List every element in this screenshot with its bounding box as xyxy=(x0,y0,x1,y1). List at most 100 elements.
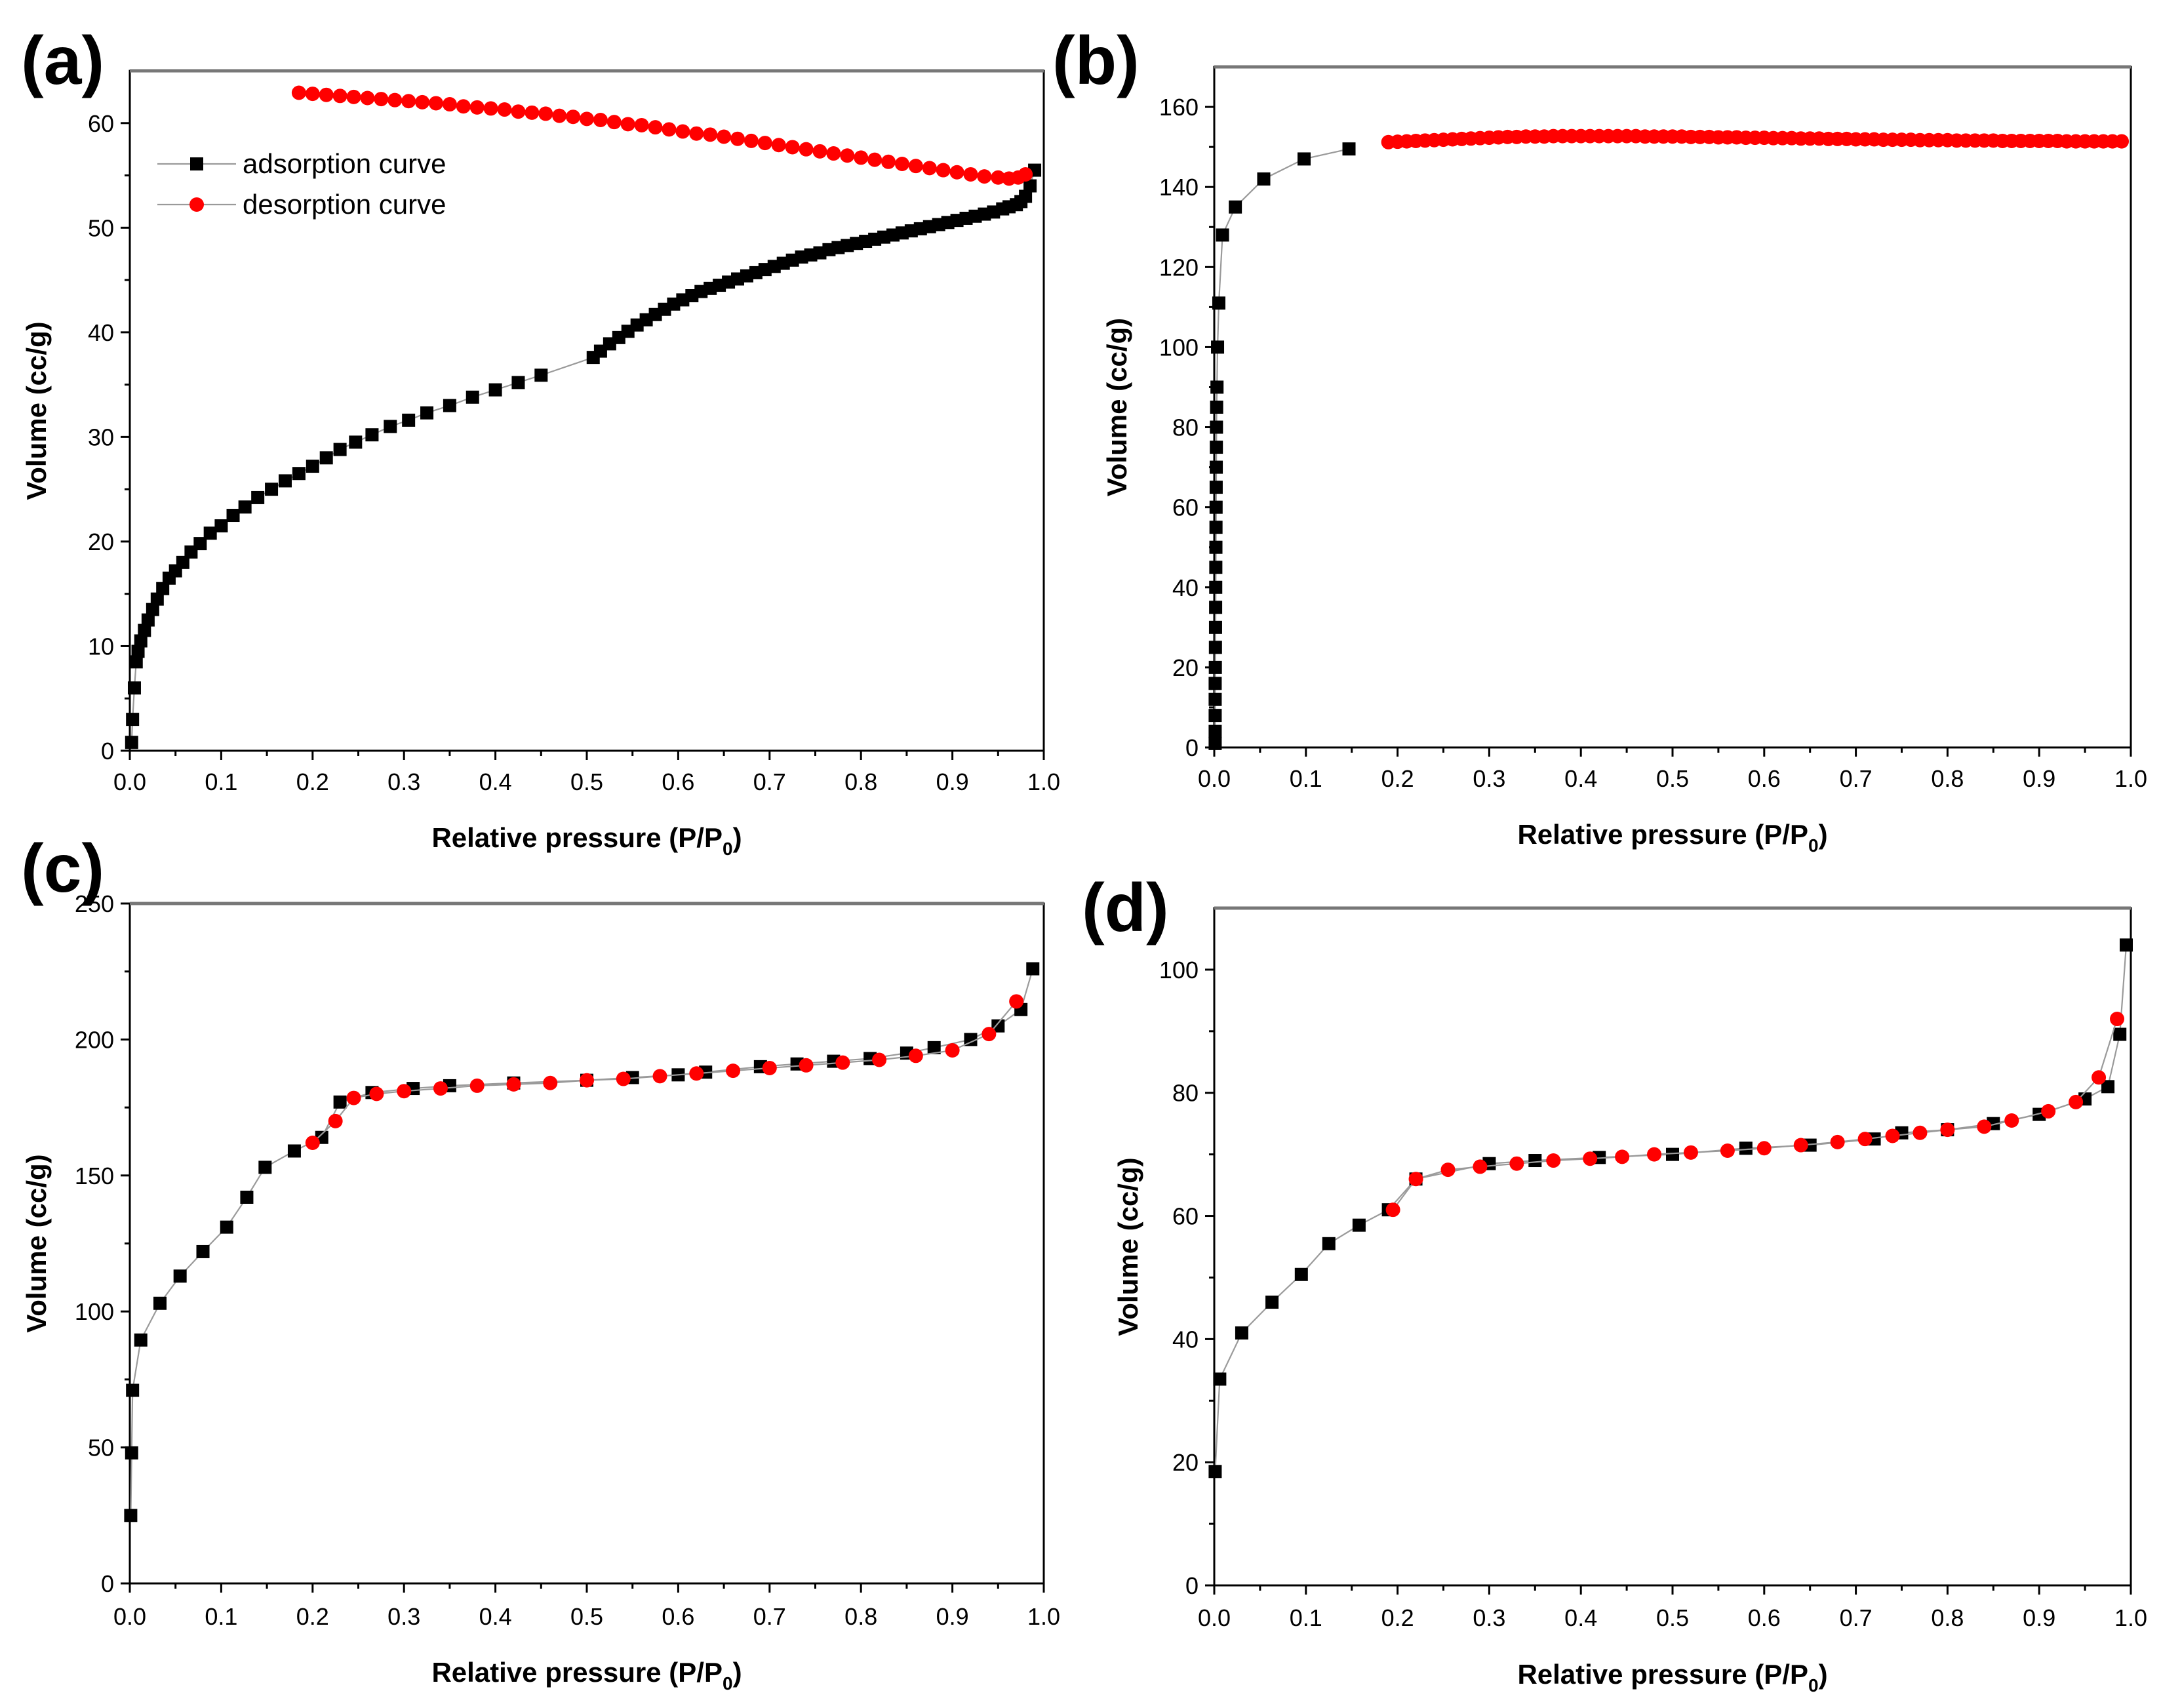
data-point-square xyxy=(306,460,319,473)
data-point-square xyxy=(927,1041,941,1054)
data-point-circle xyxy=(1793,1138,1808,1153)
y-tick-label: 30 xyxy=(88,424,114,450)
data-point-circle xyxy=(606,115,622,130)
data-point-circle xyxy=(433,1081,448,1096)
data-point-circle xyxy=(894,156,909,171)
panel-label: (c) xyxy=(21,831,104,907)
data-point-square xyxy=(1666,1147,1679,1161)
x-tick-label: 0.2 xyxy=(1381,1604,1414,1631)
data-point-square xyxy=(1023,179,1037,193)
x-tick-label: 0.3 xyxy=(387,768,420,795)
x-tick-label: 0.9 xyxy=(2023,1604,2055,1631)
y-axis-title: Volume (cc/g) xyxy=(1113,1157,1143,1336)
data-point-square xyxy=(1210,380,1224,394)
x-tick-label: 0.3 xyxy=(387,1603,420,1630)
data-point-circle xyxy=(1913,1125,1928,1140)
x-tick-label: 0.4 xyxy=(479,768,512,795)
x-tick-label: 0.2 xyxy=(1381,765,1414,792)
x-tick-label: 0.6 xyxy=(662,1603,694,1630)
data-point-circle xyxy=(1615,1149,1630,1164)
data-point-square xyxy=(2120,938,2133,952)
x-tick-label: 0.9 xyxy=(2023,765,2055,792)
series-adsorption xyxy=(125,163,1042,749)
data-point-square xyxy=(214,519,228,532)
x-axis-title-main: Relative pressure (P/P xyxy=(431,1657,723,1688)
data-point-square xyxy=(193,537,207,551)
data-point-square xyxy=(292,467,306,481)
legend-label-desorption: desorption curve xyxy=(243,189,446,220)
x-tick-label: 0.2 xyxy=(296,1603,329,1630)
x-axis-title-subscript: 0 xyxy=(723,839,733,859)
data-point-circle xyxy=(346,1090,361,1105)
x-axis-title-close: ) xyxy=(733,822,742,853)
x-tick-label: 0.3 xyxy=(1473,765,1505,792)
data-point-circle xyxy=(332,89,347,104)
y-tick-label: 50 xyxy=(88,1435,114,1461)
data-point-circle xyxy=(1977,1119,1992,1134)
data-point-circle xyxy=(2041,1103,2056,1119)
data-point-square xyxy=(126,713,140,726)
panel-label: (b) xyxy=(1052,23,1140,99)
data-point-square xyxy=(333,1095,347,1109)
data-point-square xyxy=(1208,660,1222,674)
data-point-square xyxy=(134,1333,148,1347)
data-point-circle xyxy=(1385,1202,1400,1218)
chart-panel-c: (c) 0.0 0.1 0.2 0.3 0.4 0.5 0.6 0.7 0.8 0.9 1.0 0 50 1… xyxy=(21,831,1060,1694)
data-point-square xyxy=(1209,521,1223,534)
data-point-square xyxy=(278,474,292,488)
data-point-circle xyxy=(689,1066,704,1081)
data-point-square xyxy=(146,603,159,616)
data-point-square xyxy=(1209,540,1223,554)
data-point-square xyxy=(226,509,240,523)
data-point-circle xyxy=(319,87,334,102)
x-tick-label: 0.5 xyxy=(1656,765,1689,792)
data-point-circle xyxy=(762,1060,777,1075)
data-point-circle xyxy=(1583,1151,1598,1166)
x-axis-title: Relative pressure (P/P0) xyxy=(431,822,742,859)
legend-marker-circle xyxy=(189,197,204,212)
series-desorption xyxy=(305,994,1024,1151)
panel-label: (a) xyxy=(21,23,104,99)
x-axis-title: Relative pressure (P/P0) xyxy=(1517,819,1827,856)
y-tick-label: 150 xyxy=(75,1162,114,1189)
data-point-square xyxy=(1209,601,1223,614)
x-tick-label: 0.0 xyxy=(1198,1604,1231,1631)
data-point-square xyxy=(150,592,164,606)
data-point-circle xyxy=(743,133,759,148)
y-tick-label: 160 xyxy=(1159,94,1199,121)
y-tick-label: 40 xyxy=(1172,1326,1199,1353)
data-point-square xyxy=(1322,1237,1336,1250)
data-point-circle xyxy=(1857,1132,1873,1147)
y-axis-title: Volume (cc/g) xyxy=(1101,318,1132,496)
y-tick-label: 50 xyxy=(88,214,114,241)
data-point-circle xyxy=(1509,1156,1524,1171)
data-point-circle xyxy=(908,159,923,174)
x-tick-label: 0.8 xyxy=(844,1603,877,1630)
data-point-square xyxy=(991,1019,1005,1033)
data-point-square xyxy=(258,1161,272,1174)
data-point-circle xyxy=(949,165,964,180)
x-tick-label: 0.2 xyxy=(296,768,329,795)
data-point-square xyxy=(1235,1326,1248,1340)
x-axis-title-close: ) xyxy=(1819,1659,1828,1690)
series-desorption xyxy=(1385,1012,2125,1218)
y-axis-title: Volume (cc/g) xyxy=(21,1154,52,1332)
legend-marker-square xyxy=(190,157,203,170)
data-point-circle xyxy=(908,1048,923,1063)
series-connector-line xyxy=(312,1001,1018,1143)
data-point-circle xyxy=(963,167,978,182)
x-tick-label: 0.4 xyxy=(479,1603,512,1630)
data-point-circle xyxy=(854,150,869,165)
data-point-circle xyxy=(1546,1153,1561,1168)
x-tick-label: 0.8 xyxy=(1931,1604,1964,1631)
x-tick-label: 0.8 xyxy=(844,768,877,795)
data-point-circle xyxy=(675,124,690,139)
data-point-square xyxy=(402,413,416,427)
data-point-circle xyxy=(328,1113,343,1128)
x-axis-title-subscript: 0 xyxy=(723,1673,733,1694)
y-tick-label: 10 xyxy=(88,633,114,660)
x-tick-label: 1.0 xyxy=(2114,1604,2147,1631)
data-point-circle xyxy=(726,1063,741,1079)
